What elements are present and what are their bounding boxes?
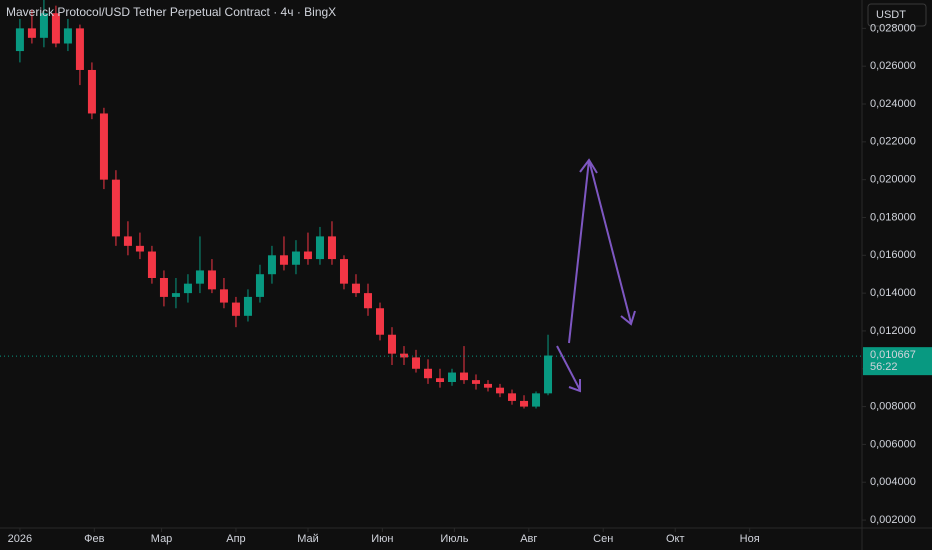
x-tick-label: 2026 xyxy=(8,533,32,545)
candle-body xyxy=(147,251,156,278)
candle-body xyxy=(87,69,96,114)
y-tick-label: 0,016000 xyxy=(870,249,916,261)
chart-title: Maverick Protocol/USD Tether Perpetual C… xyxy=(6,5,336,19)
y-tick-label: 0,018000 xyxy=(870,211,916,223)
candle-body xyxy=(315,236,324,260)
x-tick-label: Сен xyxy=(593,533,613,545)
x-tick-label: Апр xyxy=(226,533,245,545)
x-tick-label: Май xyxy=(297,533,319,545)
drawing-arrows xyxy=(556,158,636,393)
candle-body xyxy=(484,383,493,388)
x-tick-label: Мар xyxy=(151,533,173,545)
last-price-box xyxy=(863,347,932,376)
candle-body xyxy=(195,270,204,284)
arrow-path xyxy=(556,345,581,391)
candle-body xyxy=(339,259,348,284)
x-tick-label: Фев xyxy=(84,533,104,545)
candle-body xyxy=(51,13,60,44)
candle-body xyxy=(303,251,312,260)
x-tick-label: Июль xyxy=(440,533,468,545)
candle-body xyxy=(327,236,336,260)
y-tick-label: 0,026000 xyxy=(870,60,916,72)
candle-body xyxy=(472,380,481,384)
candle-body xyxy=(423,368,432,379)
candle-body xyxy=(520,400,529,407)
x-tick-label: Ноя xyxy=(740,533,760,545)
currency-button[interactable] xyxy=(867,3,927,27)
candle-body xyxy=(27,28,36,38)
y-tick-label: 0,004000 xyxy=(870,476,916,488)
candle-body xyxy=(75,28,84,70)
candle-body xyxy=(411,357,420,369)
candle-body xyxy=(375,308,384,335)
y-tick-label: 0,006000 xyxy=(870,438,916,450)
candle-body xyxy=(123,236,132,246)
x-tick-label: Июн xyxy=(371,533,393,545)
y-tick-label: 0,022000 xyxy=(870,136,916,148)
candle-body xyxy=(15,28,24,52)
candle-body xyxy=(39,13,48,38)
candle-body xyxy=(387,334,396,354)
candle-body xyxy=(363,293,372,309)
candle-body xyxy=(436,378,445,383)
arrow-head xyxy=(568,379,581,393)
countdown-label: 56:22 xyxy=(870,361,898,373)
candle-body xyxy=(183,283,192,294)
y-tick-label: 0,012000 xyxy=(870,325,916,337)
candle-body xyxy=(159,277,168,297)
candle-body xyxy=(267,255,276,275)
candle-body xyxy=(291,251,300,265)
candle-body xyxy=(171,293,180,297)
candle-body xyxy=(351,283,360,294)
y-tick-label: 0,002000 xyxy=(870,514,916,526)
candle-body xyxy=(496,387,505,394)
arrow-head xyxy=(579,158,598,174)
candle-body xyxy=(99,113,108,180)
candle-body xyxy=(243,296,252,316)
currency-label[interactable]: USDT xyxy=(876,9,906,21)
candle-body xyxy=(532,393,541,407)
y-tick-label: 0,014000 xyxy=(870,287,916,299)
x-tick-label: Окт xyxy=(666,533,685,545)
y-tick-label: 0,028000 xyxy=(870,22,916,34)
candle-body xyxy=(135,245,144,252)
candle-body xyxy=(399,353,408,358)
arrow-head xyxy=(620,310,636,326)
candle-body xyxy=(111,179,120,237)
x-tick-label: Авг xyxy=(520,533,537,545)
y-tick-label: 0,024000 xyxy=(870,98,916,110)
plot-area xyxy=(15,0,553,409)
candle-body xyxy=(255,274,264,297)
candle-body xyxy=(219,289,228,303)
candle-body xyxy=(460,372,469,381)
candle-body xyxy=(207,270,216,290)
candle-body xyxy=(279,255,288,265)
candle-body xyxy=(231,302,240,316)
y-tick-label: 0,008000 xyxy=(870,400,916,412)
last-price-label: 0,010667 xyxy=(870,349,916,361)
y-tick-label: 0,020000 xyxy=(870,174,916,186)
candle-body xyxy=(448,372,457,383)
candle-body xyxy=(63,28,72,44)
candle-body xyxy=(544,355,553,394)
candle-body xyxy=(508,393,517,401)
